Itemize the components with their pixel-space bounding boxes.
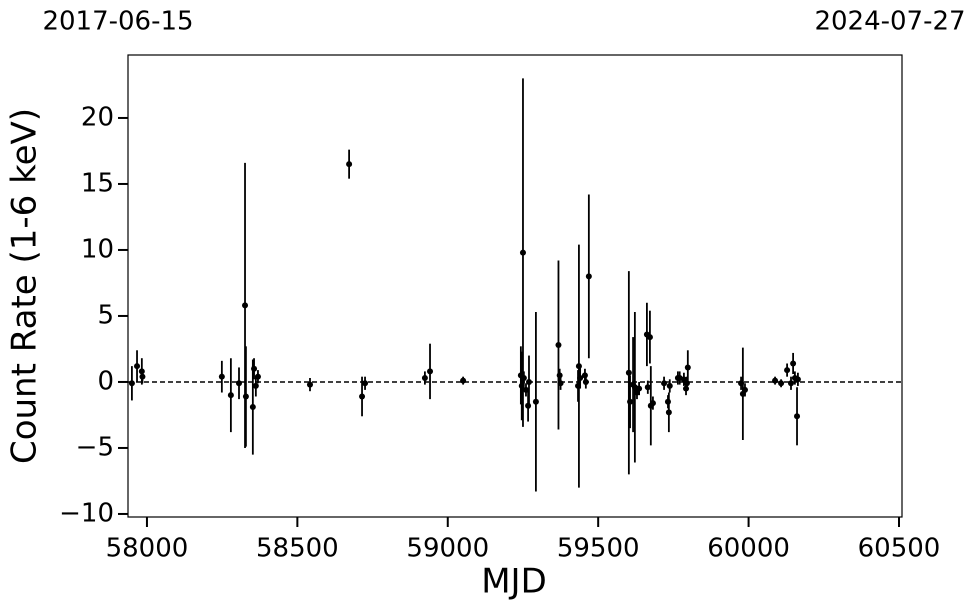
data-point [794,376,801,383]
data-point [778,380,785,387]
y-tick-label: 5 [97,300,114,330]
data-point [661,380,668,387]
x-tick-label: 59000 [406,534,489,564]
data-point [532,398,539,405]
x-axis-label: MJD [481,562,547,602]
data-point [306,381,313,388]
x-tick-label: 60000 [707,534,790,564]
data-point [227,392,234,399]
data-point [525,378,532,385]
data-point [787,380,794,387]
data-point [646,334,653,341]
top-left-label: 2017-06-15 [42,7,193,37]
data-point [684,364,691,371]
data-point [460,377,467,384]
y-tick-label: 20 [81,102,114,132]
data-point [346,161,353,168]
data-point [556,372,563,379]
data-point [644,384,651,391]
data-point [625,369,632,376]
data-point [772,377,779,384]
data-point [362,380,369,387]
data-point [577,375,584,382]
data-point [627,398,634,405]
y-tick-label: 0 [97,366,114,396]
y-tick-label: −10 [59,498,114,528]
data-point [683,385,690,392]
x-tick-label: 60500 [858,534,941,564]
data-point [525,402,532,409]
data-point [665,409,672,416]
plot-frame [127,54,903,518]
data-point [555,342,562,349]
data-point [683,380,690,387]
data-point [664,398,671,405]
data-point [636,385,643,392]
data-point [421,375,428,382]
data-point [582,378,589,385]
data-point [519,249,526,256]
data-point [254,373,261,380]
data-point [252,382,259,389]
data-point [128,380,135,387]
data-point [649,400,656,407]
data-point [581,372,588,379]
x-tick-label: 59500 [557,534,640,564]
y-tick-label: 15 [81,168,114,198]
x-tick-label: 58000 [106,534,189,564]
data-point [236,380,243,387]
data-point [359,393,366,400]
data-point [794,413,801,420]
x-tick-label: 58500 [256,534,339,564]
y-tick-label: −5 [76,432,114,462]
data-point [139,373,146,380]
data-point [520,375,527,382]
data-point [134,363,141,370]
data-point [242,302,249,309]
data-point [557,380,564,387]
data-point [666,382,673,389]
data-point [790,360,797,367]
data-point [741,386,748,393]
data-point [251,365,258,372]
y-axis-label: Count Rate (1-6 keV) [5,108,45,464]
data-point [585,273,592,280]
y-tick-label: 10 [81,234,114,264]
data-point [218,373,225,380]
data-point [242,393,249,400]
data-point [249,404,256,411]
data-point [427,368,434,375]
top-right-label: 2024-07-27 [814,7,965,37]
data-point [784,367,791,374]
